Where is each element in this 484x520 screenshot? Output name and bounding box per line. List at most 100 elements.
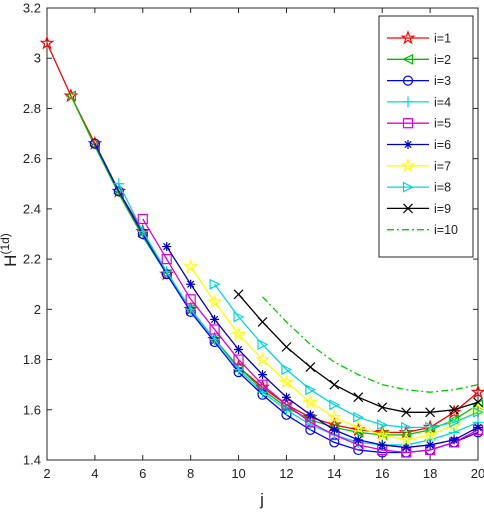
data-point: [302, 394, 318, 409]
data-point: [425, 440, 435, 450]
legend-marker: [402, 181, 414, 193]
data-point: [398, 432, 414, 447]
x-axis-label: j: [259, 490, 264, 509]
y-tick-label: 1.6: [23, 402, 41, 417]
data-point: [449, 435, 459, 445]
y-axis-label-main: H: [1, 255, 20, 267]
legend-item: i=10: [387, 223, 458, 237]
data-point: [425, 421, 436, 433]
data-point: [401, 442, 411, 452]
series-line: [262, 296, 479, 393]
data-point: [377, 402, 388, 413]
y-tick-label: 2.2: [23, 252, 41, 267]
data-point: [209, 333, 221, 345]
legend-item: i=2: [387, 53, 451, 67]
legend-label: i=7: [434, 159, 451, 173]
series-layer: [39, 35, 484, 458]
data-point: [281, 364, 293, 376]
y-axis-label: H(1d): [0, 233, 20, 267]
legend-item: i=1: [387, 30, 451, 46]
data-point: [233, 289, 244, 300]
x-tick-label: 14: [327, 466, 341, 481]
data-point: [329, 425, 339, 435]
series-line: [142, 218, 479, 454]
data-point: [329, 379, 340, 390]
data-point: [353, 411, 365, 423]
data-point: [185, 303, 197, 315]
data-point: [377, 440, 387, 450]
data-point: [185, 294, 196, 305]
data-point: [401, 407, 412, 418]
legend-item: i=8: [387, 181, 451, 195]
data-point: [305, 362, 316, 373]
x-tick-label: 10: [231, 466, 245, 481]
legend-marker: [403, 140, 413, 149]
series-line: [118, 183, 479, 446]
legend-label: i=8: [434, 181, 451, 195]
legend-marker: [402, 75, 414, 86]
data-point: [233, 354, 244, 365]
data-point: [473, 397, 483, 408]
legend-label: i=10: [434, 223, 458, 237]
x-tick-label: 4: [91, 466, 98, 481]
legend-item: i=4: [387, 95, 451, 109]
data-point: [353, 392, 364, 403]
series-line: [190, 266, 479, 441]
data-point: [257, 386, 268, 398]
data-point: [472, 406, 484, 418]
x-tick-label: 12: [279, 466, 293, 481]
legend-label: i=6: [434, 138, 451, 152]
data-point: [233, 364, 245, 376]
series-9: [233, 289, 483, 418]
series-8: [209, 278, 484, 433]
data-point: [162, 242, 172, 252]
legend-item: i=3: [387, 74, 451, 88]
data-point: [137, 225, 149, 237]
data-point: [350, 419, 366, 434]
y-tick-label: 2: [34, 302, 41, 317]
legend-item: i=6: [387, 138, 451, 152]
data-point: [210, 314, 220, 324]
data-point: [326, 409, 342, 424]
legend-label: i=4: [434, 95, 451, 109]
x-tick-label: 6: [139, 466, 146, 481]
data-point: [209, 324, 220, 335]
data-point: [448, 416, 460, 428]
data-point: [231, 326, 246, 341]
data-point: [209, 278, 221, 290]
x-tick-label: 8: [187, 466, 194, 481]
y-tick-label: 3.2: [23, 1, 41, 16]
legend-marker: [403, 203, 413, 214]
y-tick-label: 1.8: [23, 352, 41, 367]
y-axis-label-sup: (1d): [0, 233, 12, 254]
legend-marker: [400, 157, 416, 173]
legend-label: i=3: [434, 74, 451, 88]
data-point: [113, 178, 125, 190]
x-tick-label: 2: [43, 466, 50, 481]
data-point: [258, 370, 267, 380]
data-point: [65, 90, 77, 102]
y-tick-label: 2.8: [23, 101, 41, 116]
legend-item: i=9: [387, 202, 451, 216]
legend-marker: [402, 53, 414, 65]
data-point: [233, 311, 245, 323]
y-tick-label: 2.6: [23, 151, 41, 166]
x-tick-label: 18: [423, 466, 437, 481]
data-point: [425, 407, 436, 418]
data-point: [401, 421, 413, 433]
legend-marker: [402, 118, 414, 129]
series-6: [162, 242, 483, 452]
y-axis: 1.4 1.6 1.8 2 2.2 2.4 2.6 2.8 3 3.2: [23, 1, 478, 468]
legend-marker: [400, 30, 416, 45]
legend-label: i=5: [434, 117, 451, 131]
legend-box: [378, 15, 474, 258]
data-point: [39, 35, 55, 50]
series-10: [262, 296, 479, 393]
data-point: [470, 384, 484, 399]
x-axis: 2 4 6 8 10 12 14 16 18 20: [43, 8, 484, 481]
data-point: [255, 351, 270, 366]
data-point: [281, 392, 291, 402]
x-tick-label: 20: [471, 466, 484, 481]
